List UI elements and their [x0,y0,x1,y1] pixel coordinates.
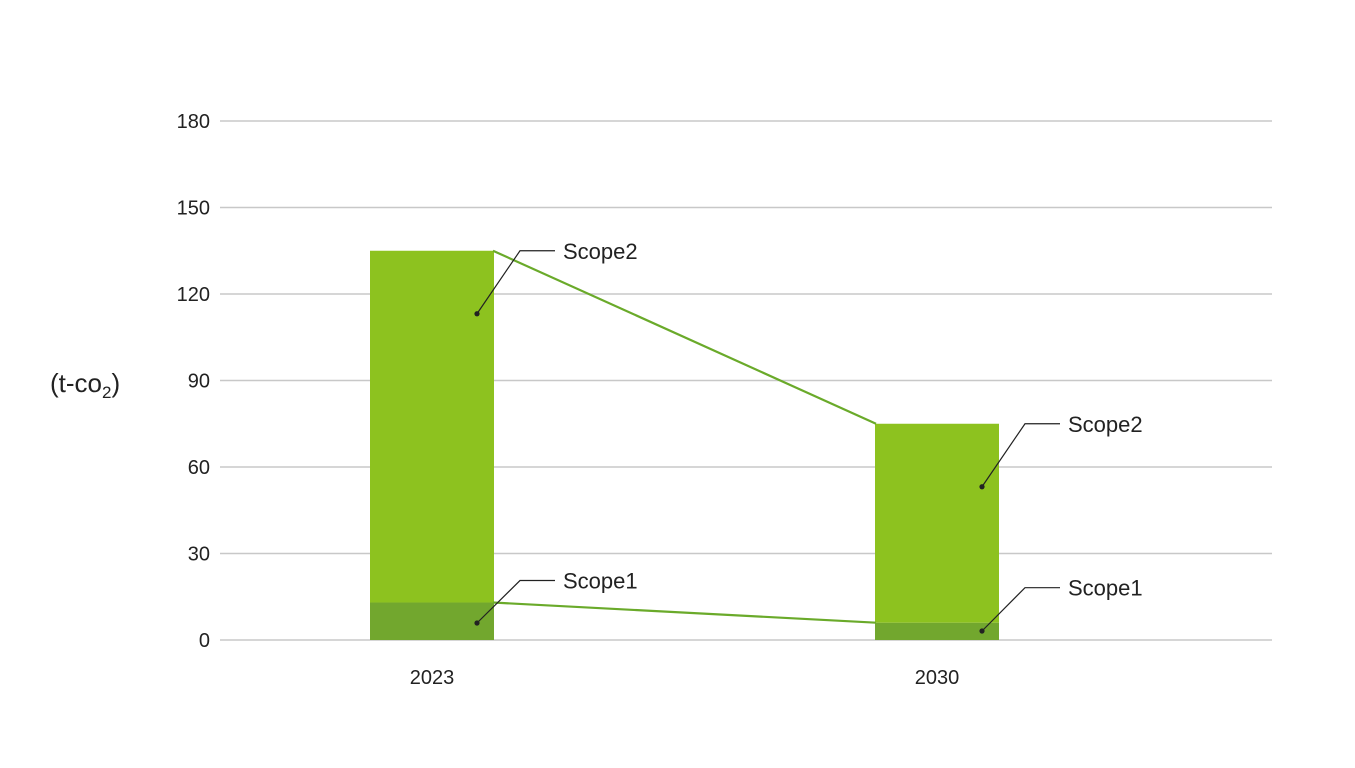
callout-dot [474,311,480,317]
bar-scope1-2030 [875,622,999,640]
x-category-labels: 2023 2030 [410,667,960,689]
callout-dot [979,484,985,490]
callout-label: Scope1 [563,569,638,594]
y-tick-label-120: 120 [177,284,210,306]
callout-label: Scope2 [1068,412,1143,437]
callout-label: Scope2 [563,239,638,264]
y-tick-label-150: 150 [177,198,210,220]
callout-scope2-2030: Scope2 [979,412,1143,490]
callouts: Scope2 Scope1 Scope2 Scope1 [474,239,1143,634]
connector-lines [492,249,877,624]
callout-leader-line [981,587,1060,632]
callout-leader-line [981,423,1060,488]
callout-leader-line [476,250,555,315]
bar-scope2-2023 [370,250,494,603]
y-tick-label-60: 60 [188,457,210,479]
bar-scope1-2023 [370,602,494,640]
callout-dot [979,628,985,634]
y-axis-unit-subscript: 2 [102,383,111,402]
callout-dot [474,620,480,626]
y-axis-unit-close: ) [111,368,120,398]
callout-scope2-2023: Scope2 [474,239,638,317]
callout-label: Scope1 [1068,576,1143,601]
callout-scope1-2030: Scope1 [979,576,1143,634]
y-tick-label-90: 90 [188,371,210,393]
callout-scope1-2023: Scope1 [474,569,638,626]
y-axis-unit-label: (t-co2) [50,368,120,402]
y-tick-label-30: 30 [188,544,210,566]
y-tick-label-180: 180 [177,111,210,133]
bars [370,250,999,640]
callout-leader-line [476,579,555,624]
y-axis-unit-main: (t-co [50,368,102,398]
y-tick-labels: 0 30 60 90 120 150 180 [177,111,210,652]
bar-scope2-2030 [875,423,999,623]
x-category-label-2023: 2023 [410,667,455,689]
x-category-label-2030: 2030 [915,667,960,689]
connector-line-scope1 [492,601,877,624]
y-tick-label-0: 0 [199,630,210,652]
connector-line-scope2 [492,249,877,425]
